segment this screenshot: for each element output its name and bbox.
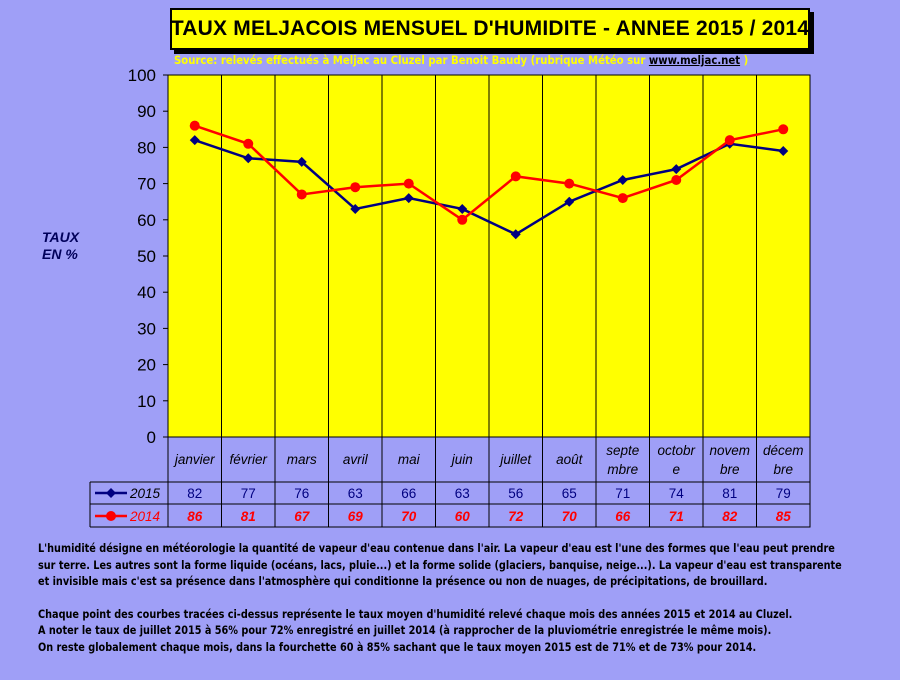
y-tick-label: 10	[137, 392, 156, 411]
x-category-label: décem	[763, 443, 804, 458]
data-point-2014	[778, 124, 789, 135]
y-tick-label: 0	[147, 428, 156, 447]
data-point-2014	[243, 138, 254, 149]
table-value-2015: 63	[348, 486, 363, 501]
source-line: Source: relevés effectués à Meljac au Cl…	[174, 53, 748, 67]
table-value-2014: 81	[241, 509, 256, 524]
data-point-2015	[510, 229, 521, 240]
legend-label-2015: 2015	[129, 486, 161, 501]
data-point-2014	[724, 135, 735, 146]
y-tick-label: 80	[137, 138, 156, 157]
legend-key-marker-2015	[106, 488, 116, 498]
data-point-2015	[778, 146, 789, 157]
table-value-2014: 86	[187, 509, 203, 524]
y-axis-label-line1: TAUX	[42, 229, 80, 245]
table-value-2014: 70	[401, 509, 417, 524]
data-point-2014	[189, 120, 200, 131]
x-category-label: mai	[398, 452, 421, 467]
x-category-label: mars	[287, 452, 317, 467]
x-category-label: e	[672, 462, 680, 477]
table-value-2015: 79	[776, 486, 791, 501]
data-point-2015	[296, 156, 307, 167]
x-category-label: janvier	[173, 452, 215, 467]
note-line: sur terre. Les autres sont la forme liqu…	[38, 557, 842, 572]
table-value-2014: 60	[455, 509, 471, 524]
table-value-2015: 77	[241, 486, 256, 501]
data-point-2015	[403, 193, 414, 204]
table-value-2014: 71	[669, 509, 684, 524]
table-value-2014: 82	[722, 509, 738, 524]
table-value-2014: 67	[294, 509, 311, 524]
series-line-2014	[194, 124, 784, 222]
chart-title: TAUX MELJACOIS MENSUEL D'HUMIDITE - ANNE…	[170, 8, 810, 50]
source-text: Source: relevés effectués à Meljac au Cl…	[174, 53, 649, 67]
y-tick-label: 60	[137, 211, 156, 230]
x-category-label: novem	[709, 443, 750, 458]
x-category-label: bre	[720, 462, 740, 477]
table-value-2015: 66	[401, 486, 416, 501]
x-category-label: avril	[343, 452, 369, 467]
data-point-2014	[510, 171, 521, 182]
note-line: L'humidité désigne en météorologie la qu…	[38, 541, 835, 555]
table-value-2014: 72	[508, 509, 524, 524]
y-tick-label: 100	[128, 66, 156, 85]
data-point-2015	[243, 153, 254, 164]
y-axis-label-line2: EN %	[42, 246, 78, 262]
note-line: A noter le taux de juillet 2015 à 56% po…	[38, 623, 772, 637]
table-value-2015: 74	[669, 486, 685, 501]
table-value-2014: 66	[615, 509, 631, 524]
data-point-2015	[350, 203, 361, 214]
x-category-label: bre	[773, 462, 793, 477]
data-point-2014	[457, 214, 468, 225]
data-point-2015	[564, 196, 575, 207]
x-category-label: février	[229, 452, 267, 467]
table-value-2015: 76	[294, 486, 309, 501]
data-point-2014	[403, 178, 414, 189]
humidity-line-chart: 0 10 20 30 40 50 60 70 80 90 100 janvier février mars…	[89, 66, 811, 528]
table-value-2015: 81	[722, 486, 737, 501]
y-tick-label: 30	[137, 319, 156, 338]
data-point-2015	[189, 135, 200, 146]
data-point-2015	[617, 174, 628, 185]
table-value-2015: 71	[615, 486, 630, 501]
data-point-2014	[617, 193, 628, 204]
series-line-2015	[194, 138, 784, 236]
source-link[interactable]: www.meljac.net	[648, 53, 741, 67]
source-suffix: )	[740, 53, 749, 67]
note-line: Chaque point des courbes tracées ci-dess…	[38, 606, 793, 621]
data-point-2014	[671, 174, 682, 185]
data-point-2015	[671, 164, 682, 175]
table-value-2014: 70	[562, 509, 578, 524]
x-category-label: septe	[606, 443, 639, 458]
x-category-label: août	[556, 452, 584, 467]
table-value-2015: 63	[455, 486, 470, 501]
data-point-2014	[350, 182, 361, 193]
x-category-label: octobr	[657, 443, 695, 458]
legend-key-marker-2014	[106, 511, 116, 521]
data-point-2015	[457, 203, 468, 214]
y-tick-label: 40	[137, 283, 156, 302]
y-tick-label: 70	[137, 175, 156, 194]
legend-label-2014: 2014	[129, 509, 160, 524]
x-category-label: juin	[450, 452, 473, 467]
note-line: et invisible mais c'est sa présence dans…	[38, 574, 768, 588]
table-value-2014: 85	[776, 509, 792, 524]
notes: L'humidité désigne en météorologie la qu…	[38, 540, 898, 655]
y-tick-label: 50	[137, 247, 156, 266]
table-value-2015: 82	[187, 486, 202, 501]
y-tick-label: 20	[137, 356, 156, 375]
table-value-2015: 56	[508, 486, 523, 501]
y-tick-label: 90	[137, 102, 156, 121]
note-line: On reste globalement chaque mois, dans l…	[38, 639, 757, 654]
table-value-2015: 65	[562, 486, 577, 501]
data-point-2014	[564, 178, 575, 189]
x-category-label: juillet	[498, 452, 532, 467]
y-axis-label: TAUX EN %	[42, 229, 79, 263]
table-value-2014: 69	[348, 509, 364, 524]
x-category-label: mbre	[607, 462, 638, 477]
data-point-2014	[296, 189, 307, 200]
